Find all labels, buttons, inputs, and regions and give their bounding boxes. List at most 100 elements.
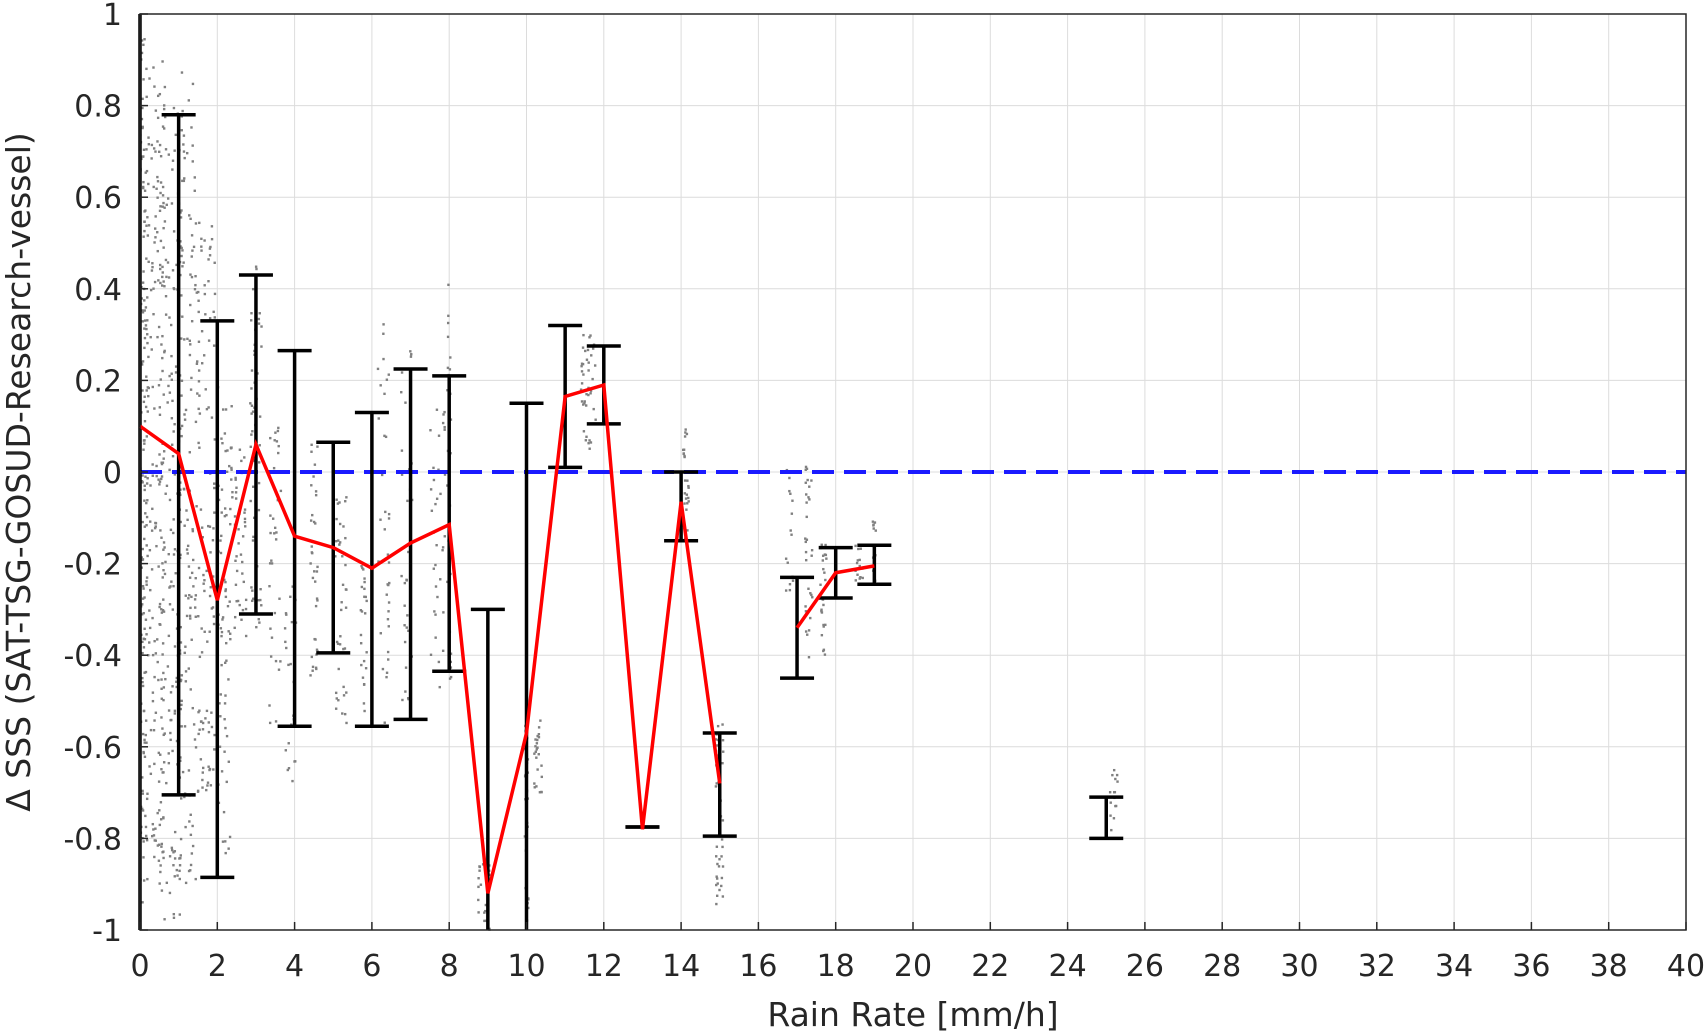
scatter-point <box>213 292 217 296</box>
scatter-point <box>165 881 169 885</box>
scatter-point <box>448 677 452 680</box>
scatter-point <box>447 314 450 318</box>
scatter-point <box>175 676 179 680</box>
scatter-point <box>205 709 209 713</box>
scatter-point <box>143 484 146 487</box>
scatter-point <box>141 809 145 812</box>
scatter-point <box>168 855 172 858</box>
scatter-point <box>241 572 244 575</box>
scatter-point <box>682 452 685 456</box>
scatter-point <box>686 529 689 532</box>
scatter-point <box>193 288 197 291</box>
scatter-point <box>162 817 165 820</box>
scatter-point <box>143 741 146 744</box>
scatter-point <box>146 216 149 219</box>
scatter-point <box>226 604 230 608</box>
scatter-point <box>204 717 207 720</box>
scatter-point <box>144 618 148 621</box>
scatter-point <box>586 348 590 352</box>
scatter-point <box>583 400 586 403</box>
scatter-point <box>477 911 480 914</box>
scatter-point <box>159 267 162 271</box>
scatter-point <box>183 156 186 160</box>
scatter-point <box>219 627 223 630</box>
scatter-point <box>315 648 319 651</box>
scatter-point <box>189 606 192 610</box>
x-tick-label: 10 <box>507 949 545 984</box>
scatter-point <box>233 615 237 619</box>
scatter-point <box>171 443 174 446</box>
mean-line-segment <box>138 382 722 894</box>
scatter-point <box>806 633 809 636</box>
scatter-point <box>163 85 167 89</box>
scatter-point <box>156 231 159 234</box>
scatter-point <box>179 707 182 711</box>
scatter-point <box>141 680 144 684</box>
scatter-point <box>404 690 407 693</box>
scatter-point <box>155 474 158 478</box>
scatter-point <box>535 748 538 751</box>
scatter-point <box>383 392 386 396</box>
scatter-point <box>207 730 211 734</box>
scatter-point <box>191 824 194 828</box>
scatter-point <box>809 616 812 620</box>
scatter-point <box>186 337 189 341</box>
scatter-point <box>174 572 177 575</box>
scatter-point <box>403 624 406 627</box>
scatter-point <box>147 386 150 390</box>
scatter-point <box>341 583 345 587</box>
scatter-point <box>1111 773 1114 777</box>
scatter-point <box>234 583 238 587</box>
y-tick-label: 0.8 <box>74 90 122 125</box>
scatter-point <box>383 434 386 438</box>
scatter-point <box>156 140 159 143</box>
scatter-point <box>805 515 808 519</box>
scatter-point <box>384 510 387 514</box>
scatter-point <box>337 699 340 702</box>
scatter-point <box>441 546 445 549</box>
scatter-point <box>873 521 877 524</box>
scatter-point <box>235 555 238 558</box>
scatter-point <box>162 541 166 544</box>
scatter-point <box>229 507 232 511</box>
scatter-point <box>210 725 214 729</box>
y-tick-label: 0.6 <box>74 181 122 216</box>
scatter-point <box>225 659 228 662</box>
scatter-point <box>160 462 164 466</box>
scatter-point <box>442 413 445 416</box>
scatter-point <box>201 721 205 725</box>
y-tick-label: 0.4 <box>74 273 122 308</box>
scatter-point <box>720 876 724 880</box>
scatter-point <box>255 625 258 629</box>
scatter-point <box>145 797 149 801</box>
scatter-point <box>345 691 348 694</box>
scatter-point <box>721 895 725 898</box>
scatter-point <box>184 680 188 683</box>
scatter-point <box>237 542 240 545</box>
scatter-point <box>148 765 151 768</box>
scatter-point <box>228 464 231 468</box>
scatter-point <box>277 451 280 455</box>
scatter-point <box>146 877 149 881</box>
scatter-point <box>160 343 163 346</box>
scatter-point <box>237 528 240 531</box>
scatter-point <box>197 290 200 294</box>
scatter-point <box>807 629 811 632</box>
scatter-point <box>180 294 183 297</box>
scatter-point <box>184 645 187 648</box>
scatter-point <box>386 618 390 621</box>
scatter-point <box>162 548 165 551</box>
scatter-point <box>163 285 166 288</box>
scatter-point <box>257 481 261 485</box>
scatter-point <box>157 279 160 282</box>
scatter-point <box>141 97 144 101</box>
error-bar <box>470 607 505 930</box>
scatter-point <box>173 149 176 152</box>
scatter-point <box>141 281 145 284</box>
scatter-point <box>183 795 186 799</box>
scatter-point <box>212 768 215 771</box>
scatter-point <box>167 761 171 765</box>
scatter-point <box>360 564 363 568</box>
scatter-point <box>786 561 789 564</box>
scatter-point <box>141 309 144 312</box>
